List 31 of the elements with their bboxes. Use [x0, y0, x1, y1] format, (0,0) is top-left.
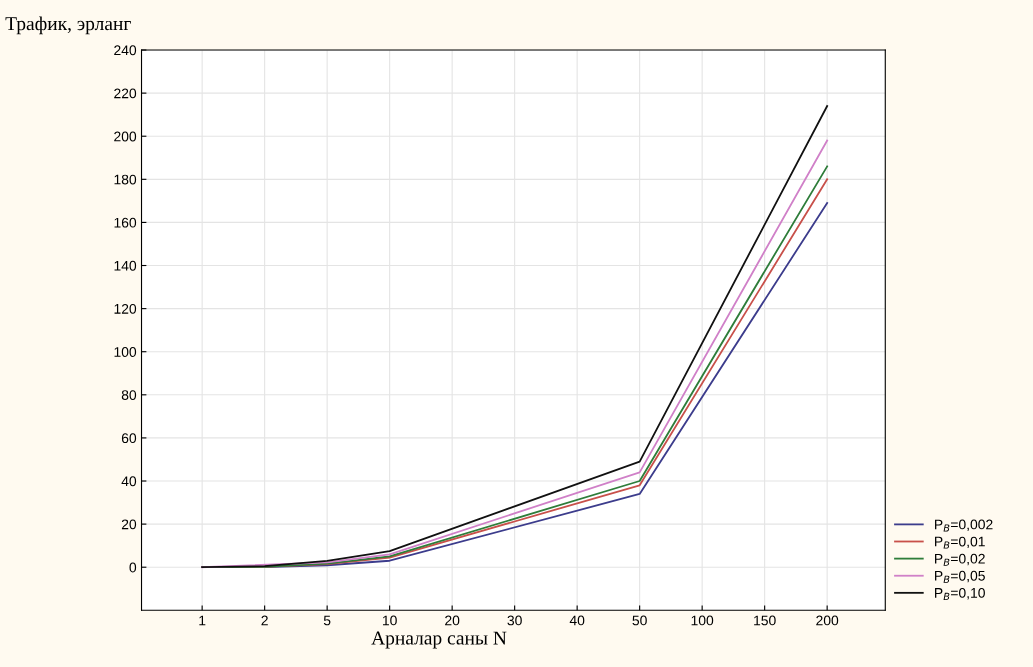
legend-label: P$_{B}$=0,05 [935, 570, 985, 583]
legend-label: P$_{B}$=0,10 [935, 587, 985, 600]
y-tick-label: 120 [114, 303, 137, 314]
y-tick-label: 240 [114, 45, 137, 56]
y-tick-label: 100 [114, 347, 137, 357]
y-tick-label: 160 [114, 217, 137, 228]
x-tick-label: 40 [569, 615, 585, 626]
x-tick-label: 30 [507, 615, 522, 626]
x-tick-label: 100 [691, 615, 714, 626]
y-axis-title: Трафик, эрланг [5, 16, 131, 35]
x-tick-label: 150 [754, 615, 776, 626]
y-tick-label: 140 [114, 260, 137, 271]
x-tick-label: 2 [261, 615, 268, 626]
y-tick-label: 20 [121, 519, 137, 530]
y-tick-label: 80 [121, 390, 137, 400]
x-tick-label: 20 [445, 615, 460, 626]
y-tick-label: 40 [121, 476, 137, 487]
legend-label: P$_{B}$=0,002 [935, 519, 993, 532]
x-tick-label: 1 [199, 615, 206, 626]
legend-label: P$_{B}$=0,02 [935, 553, 985, 566]
x-axis-title: Арналар саны N [371, 631, 507, 649]
y-tick-label: 60 [121, 433, 137, 444]
y-tick-label: 200 [114, 131, 137, 142]
y-tick-label: 220 [114, 88, 137, 99]
x-tick-label: 200 [816, 615, 839, 626]
x-tick-label: 50 [632, 615, 647, 626]
y-tick-label: 0 [129, 562, 137, 573]
x-tick-label: 5 [323, 615, 331, 626]
legend-label: P$_{B}$=0,01 [935, 536, 985, 549]
y-tick-label: 180 [114, 174, 137, 185]
x-tick-label: 10 [382, 615, 397, 626]
